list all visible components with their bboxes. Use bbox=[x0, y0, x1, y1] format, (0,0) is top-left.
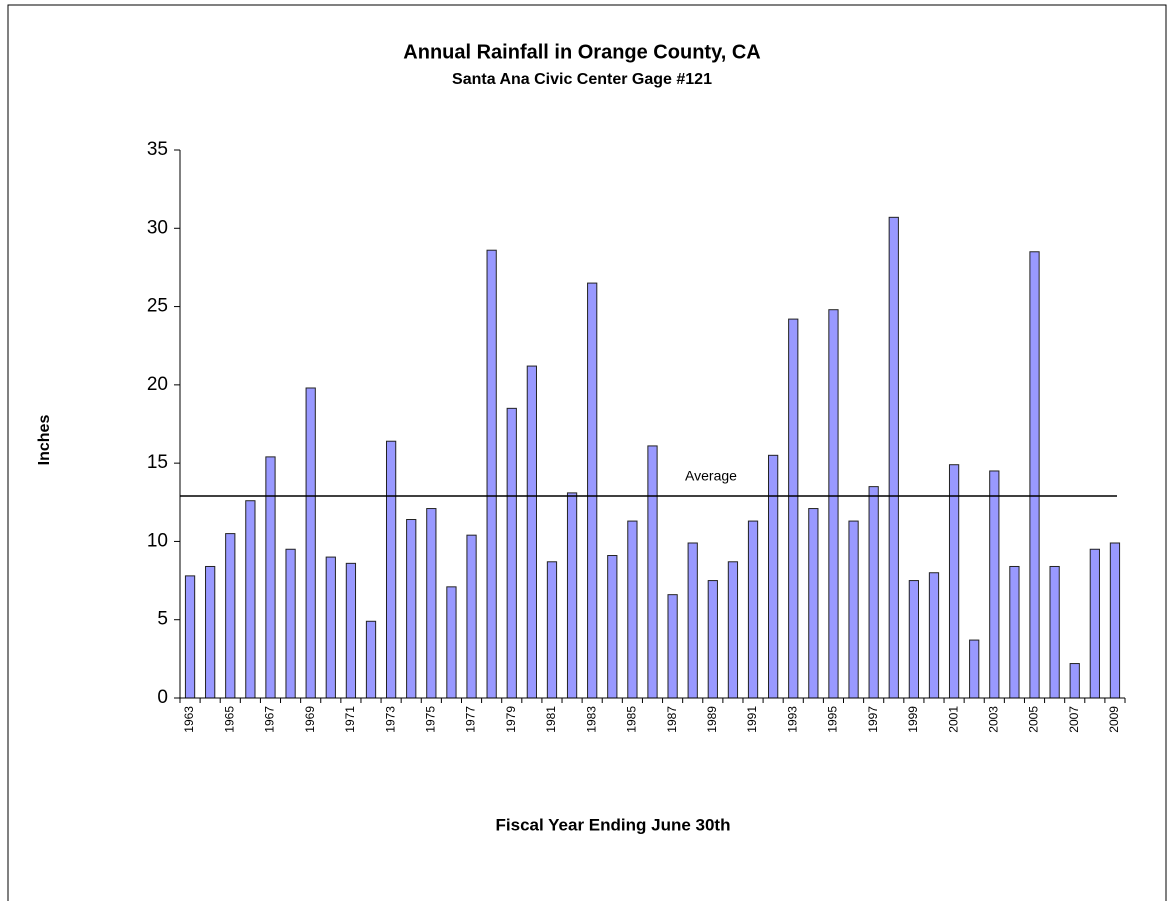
bar bbox=[506, 407, 517, 699]
bar bbox=[828, 309, 839, 699]
bar bbox=[1009, 565, 1020, 699]
x-tick-label: 2009 bbox=[1107, 706, 1121, 733]
y-tick-label: 30 bbox=[147, 217, 168, 238]
bar bbox=[406, 519, 417, 699]
y-tick-label: 35 bbox=[147, 139, 168, 160]
average-label: Average bbox=[685, 468, 737, 484]
bar bbox=[1049, 565, 1060, 699]
bar bbox=[587, 282, 598, 699]
x-tick-label: 2005 bbox=[1027, 706, 1041, 733]
x-tick-label: 1985 bbox=[625, 706, 639, 733]
bar bbox=[365, 620, 377, 699]
bar bbox=[667, 594, 678, 699]
bar bbox=[446, 586, 457, 699]
x-tick-label: 1965 bbox=[222, 706, 236, 733]
bar bbox=[526, 365, 537, 699]
y-tick-label: 20 bbox=[147, 374, 168, 395]
x-tick-label: 1979 bbox=[504, 706, 518, 733]
x-tick-label: 1995 bbox=[826, 706, 840, 733]
bar bbox=[546, 561, 558, 699]
bar bbox=[265, 456, 276, 699]
x-tick-label: 1993 bbox=[785, 706, 799, 733]
x-tick-label: 1987 bbox=[665, 706, 679, 733]
y-axis-title: Inches bbox=[36, 415, 53, 466]
x-tick-label: 1977 bbox=[464, 706, 478, 733]
x-axis-title: Fiscal Year Ending June 30th bbox=[496, 815, 731, 834]
y-tick-label: 0 bbox=[157, 687, 168, 708]
x-tick-label: 2001 bbox=[946, 706, 960, 733]
bar bbox=[788, 318, 799, 699]
bar bbox=[486, 249, 497, 699]
bar bbox=[727, 561, 739, 699]
x-tick-label: 1991 bbox=[745, 706, 759, 733]
y-tick-label: 5 bbox=[157, 609, 168, 630]
y-tick-label: 15 bbox=[147, 452, 168, 473]
bar bbox=[245, 500, 256, 699]
bar bbox=[225, 533, 236, 699]
bar bbox=[426, 508, 437, 699]
x-tick-label: 1981 bbox=[544, 706, 558, 733]
bar bbox=[285, 548, 296, 699]
bar bbox=[1089, 548, 1100, 699]
bar bbox=[989, 470, 1000, 699]
bar bbox=[969, 639, 980, 699]
x-tick-label: 1999 bbox=[906, 706, 920, 733]
bar bbox=[868, 486, 879, 699]
bar bbox=[607, 555, 618, 699]
bar bbox=[1069, 663, 1080, 699]
x-tick-label: 1963 bbox=[182, 706, 196, 733]
bar bbox=[808, 508, 819, 699]
x-tick-label: 2003 bbox=[986, 706, 1000, 733]
x-tick-label: 1967 bbox=[263, 706, 277, 733]
bar bbox=[908, 580, 920, 699]
bar bbox=[1109, 542, 1121, 699]
x-tick-label: 2007 bbox=[1067, 706, 1081, 733]
bar bbox=[647, 445, 658, 699]
y-tick-label: 25 bbox=[147, 296, 168, 317]
bar bbox=[325, 556, 336, 699]
chart-frame bbox=[7, 4, 1167, 901]
bar bbox=[184, 575, 196, 699]
y-tick-label: 10 bbox=[147, 530, 168, 551]
x-tick-label: 1975 bbox=[424, 706, 438, 733]
x-tick-label: 1983 bbox=[584, 706, 598, 733]
bar bbox=[747, 520, 759, 699]
bar bbox=[768, 454, 779, 699]
x-tick-label: 1971 bbox=[343, 706, 357, 733]
bar bbox=[1029, 251, 1040, 699]
bar bbox=[707, 580, 718, 699]
x-tick-label: 1973 bbox=[383, 706, 397, 733]
bar bbox=[466, 534, 477, 699]
bar bbox=[305, 387, 316, 699]
chart-title: Annual Rainfall in Orange County, CA bbox=[403, 41, 760, 63]
bar bbox=[566, 492, 578, 699]
bar bbox=[345, 562, 357, 699]
x-tick-label: 1989 bbox=[705, 706, 719, 733]
bar bbox=[848, 520, 859, 699]
x-tick-label: 1969 bbox=[303, 706, 317, 733]
x-tick-label: 1997 bbox=[866, 706, 880, 733]
bar bbox=[948, 464, 960, 699]
bar bbox=[385, 440, 397, 699]
bar bbox=[205, 565, 216, 699]
bar bbox=[687, 542, 698, 699]
bar bbox=[928, 572, 940, 699]
bar bbox=[627, 520, 638, 699]
chart-subtitle: Santa Ana Civic Center Gage #121 bbox=[452, 71, 712, 88]
bar bbox=[888, 216, 899, 699]
